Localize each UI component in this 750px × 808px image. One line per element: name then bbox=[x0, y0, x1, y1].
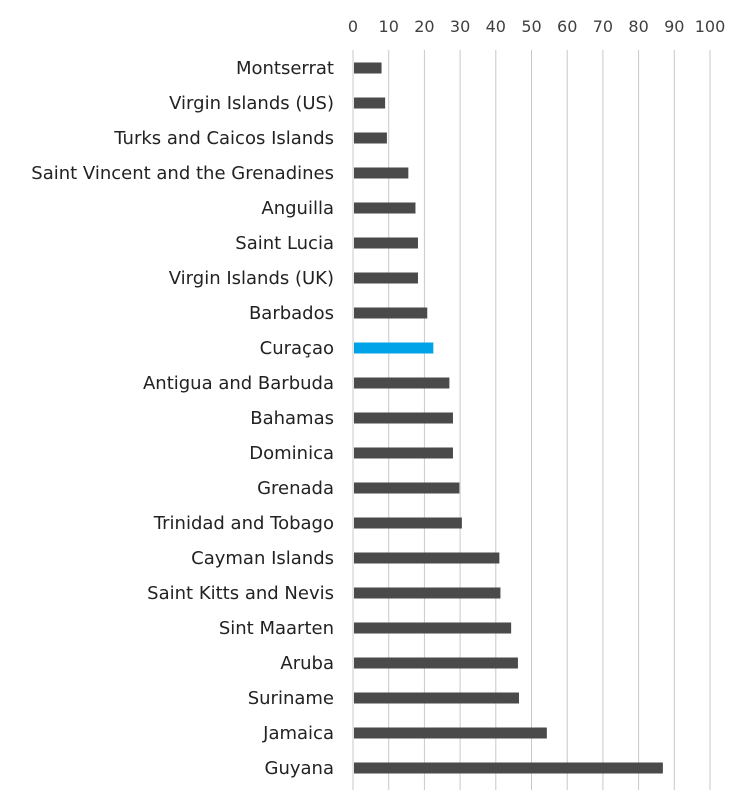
bar bbox=[354, 62, 382, 74]
category-label: Aruba bbox=[280, 653, 334, 674]
category-label: Anguilla bbox=[261, 198, 334, 219]
bar bbox=[354, 482, 460, 494]
x-tick-label: 90 bbox=[664, 17, 684, 36]
bar bbox=[354, 202, 416, 214]
category-label: Dominica bbox=[249, 443, 334, 464]
x-tick-label: 10 bbox=[379, 17, 399, 36]
category-label: Antigua and Barbuda bbox=[143, 373, 334, 394]
x-tick-label: 40 bbox=[486, 17, 506, 36]
bar bbox=[354, 587, 501, 599]
category-label: Grenada bbox=[257, 478, 334, 499]
category-label: Jamaica bbox=[262, 723, 334, 744]
bar bbox=[354, 272, 418, 284]
bar bbox=[354, 622, 512, 634]
category-label: Suriname bbox=[248, 688, 334, 709]
category-label: Sint Maarten bbox=[219, 618, 334, 639]
bar bbox=[354, 517, 462, 529]
bar bbox=[354, 692, 520, 704]
x-tick-label: 30 bbox=[450, 17, 470, 36]
category-label: Saint Vincent and the Grenadines bbox=[31, 163, 334, 184]
category-label: Curaçao bbox=[260, 338, 334, 359]
bar bbox=[354, 342, 434, 354]
x-tick-label: 60 bbox=[557, 17, 577, 36]
category-label: Saint Kitts and Nevis bbox=[147, 583, 334, 604]
bar bbox=[354, 447, 453, 459]
x-tick-label: 70 bbox=[593, 17, 613, 36]
category-labels: Montserrat Virgin Islands (US) Turks and C… bbox=[31, 58, 334, 779]
category-label: Bahamas bbox=[250, 408, 334, 429]
category-label: Barbados bbox=[249, 303, 334, 324]
bar bbox=[354, 377, 450, 389]
bar bbox=[354, 167, 409, 179]
category-label: Montserrat bbox=[236, 58, 334, 79]
category-label: Trinidad and Tobago bbox=[153, 513, 334, 534]
bar bbox=[354, 307, 428, 319]
category-label: Guyana bbox=[265, 758, 334, 779]
category-label: Virgin Islands (UK) bbox=[169, 268, 334, 289]
category-label: Cayman Islands bbox=[191, 548, 334, 569]
bar bbox=[354, 237, 418, 249]
x-tick-label: 80 bbox=[628, 17, 648, 36]
bar bbox=[354, 97, 386, 109]
bar bbox=[354, 132, 387, 144]
x-tick-label: 0 bbox=[348, 17, 358, 36]
bar bbox=[354, 762, 663, 774]
x-tick-label: 50 bbox=[521, 17, 541, 36]
category-label: Saint Lucia bbox=[235, 233, 334, 254]
bar bbox=[354, 657, 518, 669]
bar bbox=[354, 727, 547, 739]
bars bbox=[354, 62, 663, 774]
category-label: Virgin Islands (US) bbox=[169, 93, 334, 114]
x-tick-label: 20 bbox=[414, 17, 434, 36]
x-axis-ticks: 0 10 20 30 40 50 60 70 80 90 100 bbox=[348, 17, 725, 36]
bar bbox=[354, 412, 453, 424]
x-tick-label: 100 bbox=[695, 17, 726, 36]
category-label: Turks and Caicos Islands bbox=[113, 128, 334, 149]
bar bbox=[354, 552, 500, 564]
